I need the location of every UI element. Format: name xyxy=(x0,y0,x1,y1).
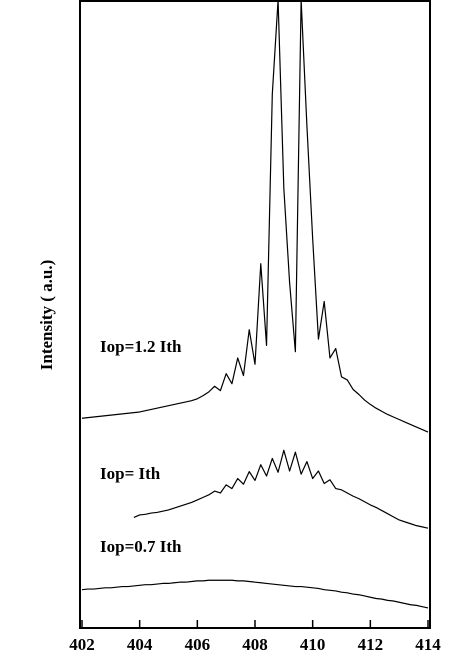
spectrum-line xyxy=(81,579,429,609)
x-tick-label: 406 xyxy=(185,635,211,654)
series-label: Iop= Ith xyxy=(100,464,161,483)
y-axis-label: Intensity ( a.u.) xyxy=(37,260,56,371)
x-tick-label: 408 xyxy=(242,635,268,654)
plot-frame xyxy=(79,0,431,629)
x-tick-label: 414 xyxy=(415,635,441,654)
x-tick-label: 402 xyxy=(69,635,95,654)
spectrum-line xyxy=(133,449,429,529)
x-tick-label: 404 xyxy=(127,635,153,654)
plot-area xyxy=(81,1,429,609)
x-tick-label: 412 xyxy=(358,635,384,654)
x-tick-label: 410 xyxy=(300,635,326,654)
spectrum-line xyxy=(81,1,429,433)
series-label: Iop=0.7 Ith xyxy=(100,537,182,556)
series-label: Iop=1.2 Ith xyxy=(100,337,182,356)
